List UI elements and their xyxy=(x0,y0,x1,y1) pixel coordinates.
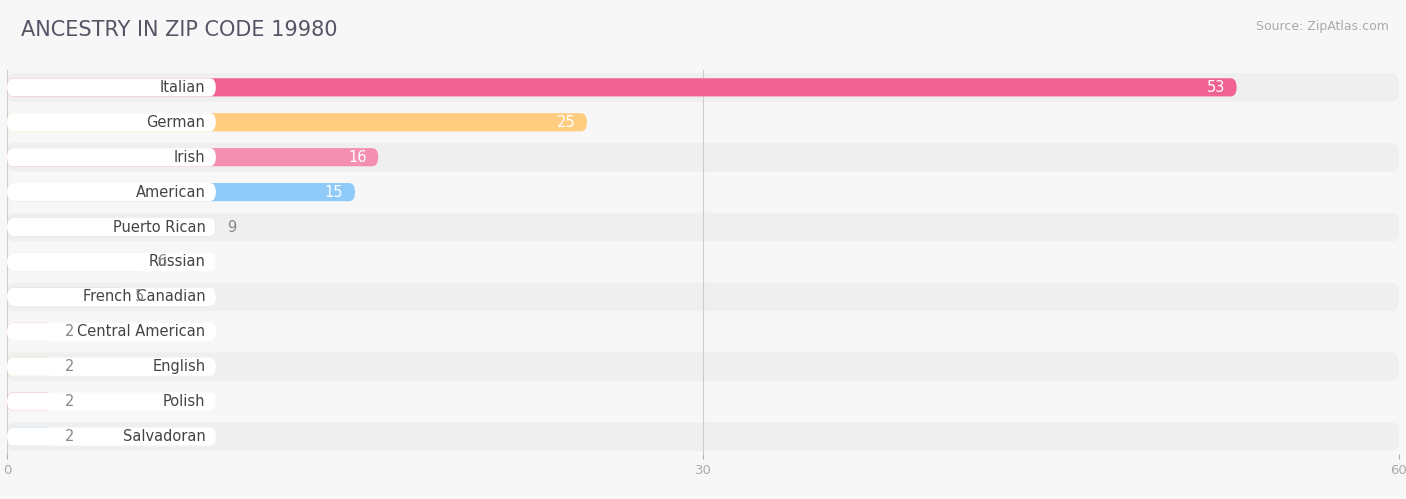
FancyBboxPatch shape xyxy=(7,213,1399,242)
FancyBboxPatch shape xyxy=(7,148,217,166)
Text: ANCESTRY IN ZIP CODE 19980: ANCESTRY IN ZIP CODE 19980 xyxy=(21,20,337,40)
FancyBboxPatch shape xyxy=(7,248,1399,276)
FancyBboxPatch shape xyxy=(7,352,1399,381)
FancyBboxPatch shape xyxy=(7,393,217,411)
Text: 16: 16 xyxy=(349,150,367,165)
FancyBboxPatch shape xyxy=(7,393,53,411)
Text: German: German xyxy=(146,115,205,130)
FancyBboxPatch shape xyxy=(7,183,217,201)
FancyBboxPatch shape xyxy=(7,428,53,446)
FancyBboxPatch shape xyxy=(7,218,217,236)
Text: 9: 9 xyxy=(228,220,236,235)
Text: 2: 2 xyxy=(65,359,75,374)
Text: American: American xyxy=(135,185,205,200)
FancyBboxPatch shape xyxy=(7,178,1399,207)
Text: French Canadian: French Canadian xyxy=(83,289,205,304)
Text: 53: 53 xyxy=(1206,80,1225,95)
Text: Irish: Irish xyxy=(174,150,205,165)
FancyBboxPatch shape xyxy=(7,323,53,341)
FancyBboxPatch shape xyxy=(7,183,354,201)
Text: Puerto Rican: Puerto Rican xyxy=(112,220,205,235)
FancyBboxPatch shape xyxy=(7,113,588,131)
FancyBboxPatch shape xyxy=(7,148,378,166)
Text: 15: 15 xyxy=(325,185,343,200)
FancyBboxPatch shape xyxy=(7,428,217,446)
FancyBboxPatch shape xyxy=(7,78,217,96)
Text: Source: ZipAtlas.com: Source: ZipAtlas.com xyxy=(1256,20,1389,33)
FancyBboxPatch shape xyxy=(7,108,1399,137)
Text: English: English xyxy=(152,359,205,374)
Text: 6: 6 xyxy=(157,254,167,269)
Text: Italian: Italian xyxy=(160,80,205,95)
Text: 2: 2 xyxy=(65,394,75,409)
Text: Russian: Russian xyxy=(149,254,205,269)
Text: Salvadoran: Salvadoran xyxy=(122,429,205,444)
FancyBboxPatch shape xyxy=(7,358,217,376)
FancyBboxPatch shape xyxy=(7,113,217,131)
FancyBboxPatch shape xyxy=(7,288,217,306)
FancyBboxPatch shape xyxy=(7,253,146,271)
Text: Polish: Polish xyxy=(163,394,205,409)
FancyBboxPatch shape xyxy=(7,387,1399,416)
Text: 5: 5 xyxy=(135,289,143,304)
FancyBboxPatch shape xyxy=(7,323,217,341)
FancyBboxPatch shape xyxy=(7,317,1399,346)
FancyBboxPatch shape xyxy=(7,73,1399,102)
FancyBboxPatch shape xyxy=(7,282,1399,311)
Text: 25: 25 xyxy=(557,115,575,130)
FancyBboxPatch shape xyxy=(7,143,1399,172)
FancyBboxPatch shape xyxy=(7,358,53,376)
FancyBboxPatch shape xyxy=(7,253,217,271)
Text: 2: 2 xyxy=(65,324,75,339)
FancyBboxPatch shape xyxy=(7,218,217,236)
FancyBboxPatch shape xyxy=(7,422,1399,451)
FancyBboxPatch shape xyxy=(7,78,1237,96)
Text: 2: 2 xyxy=(65,429,75,444)
FancyBboxPatch shape xyxy=(7,288,124,306)
Text: Central American: Central American xyxy=(77,324,205,339)
